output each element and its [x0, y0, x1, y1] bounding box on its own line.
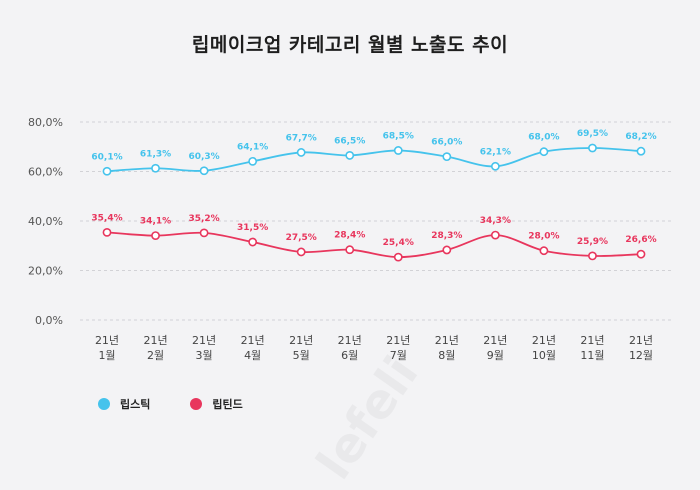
data-point — [490, 161, 500, 171]
x-tick-label: 21년 11월 — [580, 334, 604, 362]
legend: 립스틱 립틴드 — [98, 396, 243, 412]
legend-dot-series-2 — [190, 398, 203, 410]
data-point — [248, 156, 258, 166]
data-label: 34,3% — [480, 216, 511, 226]
x-tick-label: 21년 5월 — [289, 334, 313, 362]
data-point — [588, 143, 597, 153]
data-point — [151, 163, 160, 173]
y-tick-label: 40,0% — [28, 215, 63, 228]
data-point — [199, 228, 209, 238]
data-label: 61,3% — [140, 149, 171, 159]
x-tick-label: 21년 7월 — [386, 334, 410, 362]
y-tick-label: 20,0% — [28, 265, 63, 278]
data-label: 68,2% — [625, 132, 656, 142]
x-tick-label: 21년 2월 — [143, 334, 167, 362]
data-label: 27,5% — [286, 233, 317, 243]
series-line-1 — [106, 147, 642, 173]
data-point — [102, 166, 112, 176]
data-label: 25,4% — [383, 238, 414, 248]
x-tick-label: 21년 9월 — [483, 334, 507, 362]
series-line-2 — [106, 231, 642, 259]
data-point — [442, 245, 452, 255]
data-label: 26,6% — [625, 235, 656, 245]
data-point — [248, 237, 258, 247]
data-label: 60,3% — [188, 152, 219, 162]
data-label: 68,5% — [383, 131, 414, 141]
data-point — [393, 252, 403, 262]
legend-label-series-2: 립틴드 — [212, 398, 243, 411]
chart-title: 립메이크업 카테고리 월별 노출도 추이 — [191, 34, 509, 56]
data-point — [442, 152, 452, 162]
data-label: 34,1% — [140, 217, 171, 227]
data-point — [393, 146, 403, 155]
line-chart: 0,0% 20,0% 40,0% 60,0% 80,0% 21년 1월 21년 2월 21년 3월 2… — [28, 116, 672, 362]
data-label: 66,0% — [431, 138, 462, 148]
data-label: 67,7% — [286, 133, 317, 143]
data-point — [345, 151, 355, 160]
data-point — [296, 247, 306, 257]
chart-page: 립메이크업 카테고리 월별 노출도 추이 lefeli 0,0%20,0%40,… — [28, 34, 672, 412]
data-label: 35,4% — [91, 213, 122, 223]
data-label: 28,3% — [431, 231, 462, 241]
data-label: 60,1% — [91, 152, 122, 162]
data-label: 28,0% — [528, 232, 559, 242]
x-tick-label: 21년 3월 — [192, 334, 216, 362]
data-point — [199, 166, 209, 176]
data-point — [345, 245, 355, 255]
data-point — [539, 246, 549, 256]
data-label: 69,5% — [577, 129, 608, 139]
legend-item-series-1: 립스틱 — [98, 396, 150, 412]
data-label: 64,1% — [237, 142, 268, 152]
data-point — [539, 147, 549, 157]
data-point — [588, 251, 597, 261]
y-tick-label: 0,0% — [35, 314, 63, 327]
data-point — [296, 148, 306, 157]
data-point — [636, 249, 646, 259]
data-label: 68,0% — [528, 133, 559, 143]
x-tick-label: 21년 10월 — [532, 334, 556, 362]
x-tick-label: 21년 4월 — [241, 334, 265, 362]
data-label: 28,4% — [334, 231, 365, 241]
x-tick-label: 21년 8월 — [435, 334, 459, 362]
data-point — [490, 230, 500, 240]
data-point — [636, 146, 646, 156]
legend-label-series-1: 립스틱 — [120, 398, 151, 411]
data-point — [151, 231, 160, 241]
data-label: 25,9% — [577, 237, 608, 247]
legend-dot-series-1 — [98, 398, 110, 410]
x-tick-label: 21년 1월 — [95, 334, 119, 362]
y-tick-label: 60,0% — [28, 166, 63, 179]
x-tick-label: 21년 6월 — [338, 334, 362, 362]
data-point — [102, 227, 112, 237]
legend-item-series-2: 립틴드 — [190, 396, 243, 412]
y-tick-label: 80,0% — [28, 116, 63, 129]
x-tick-label: 21년 12월 — [629, 334, 653, 362]
data-label: 62,1% — [480, 147, 511, 157]
data-label: 31,5% — [237, 223, 268, 233]
data-label: 66,5% — [334, 136, 365, 146]
data-label: 35,2% — [188, 214, 219, 224]
